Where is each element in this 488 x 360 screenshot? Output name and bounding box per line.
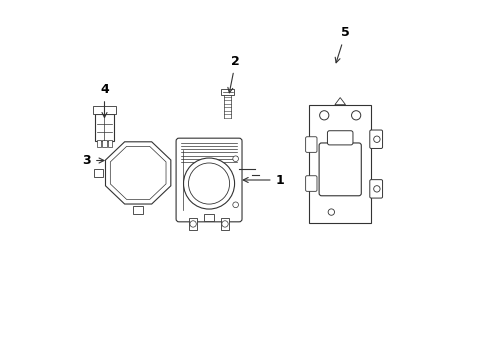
Circle shape (232, 202, 238, 208)
Bar (220, 218, 229, 230)
FancyBboxPatch shape (176, 138, 242, 222)
Circle shape (188, 163, 229, 204)
Circle shape (373, 136, 379, 143)
Bar (102, 140, 106, 147)
Polygon shape (105, 142, 170, 204)
Bar (221, 89, 234, 95)
Bar (94, 168, 103, 177)
Bar (95, 114, 114, 141)
Text: 2: 2 (227, 55, 240, 93)
Bar (188, 218, 197, 230)
Bar (308, 105, 370, 224)
Circle shape (222, 221, 228, 227)
Text: 5: 5 (335, 26, 349, 63)
Bar (93, 105, 116, 114)
Polygon shape (110, 147, 166, 199)
Circle shape (232, 156, 238, 162)
Text: 3: 3 (82, 154, 104, 167)
FancyBboxPatch shape (319, 143, 361, 196)
Text: 4: 4 (100, 83, 109, 117)
Circle shape (319, 111, 328, 120)
Bar (133, 206, 143, 215)
Text: 1: 1 (243, 174, 284, 186)
FancyBboxPatch shape (305, 137, 316, 152)
FancyBboxPatch shape (327, 131, 352, 145)
Circle shape (189, 221, 196, 227)
FancyBboxPatch shape (369, 180, 382, 198)
Bar (203, 215, 214, 221)
Circle shape (183, 158, 234, 209)
Polygon shape (334, 98, 345, 105)
Bar (108, 140, 112, 147)
Circle shape (351, 111, 360, 120)
Circle shape (327, 209, 334, 215)
FancyBboxPatch shape (369, 130, 382, 148)
FancyBboxPatch shape (305, 176, 316, 192)
Circle shape (373, 186, 379, 192)
Bar (97, 140, 101, 147)
